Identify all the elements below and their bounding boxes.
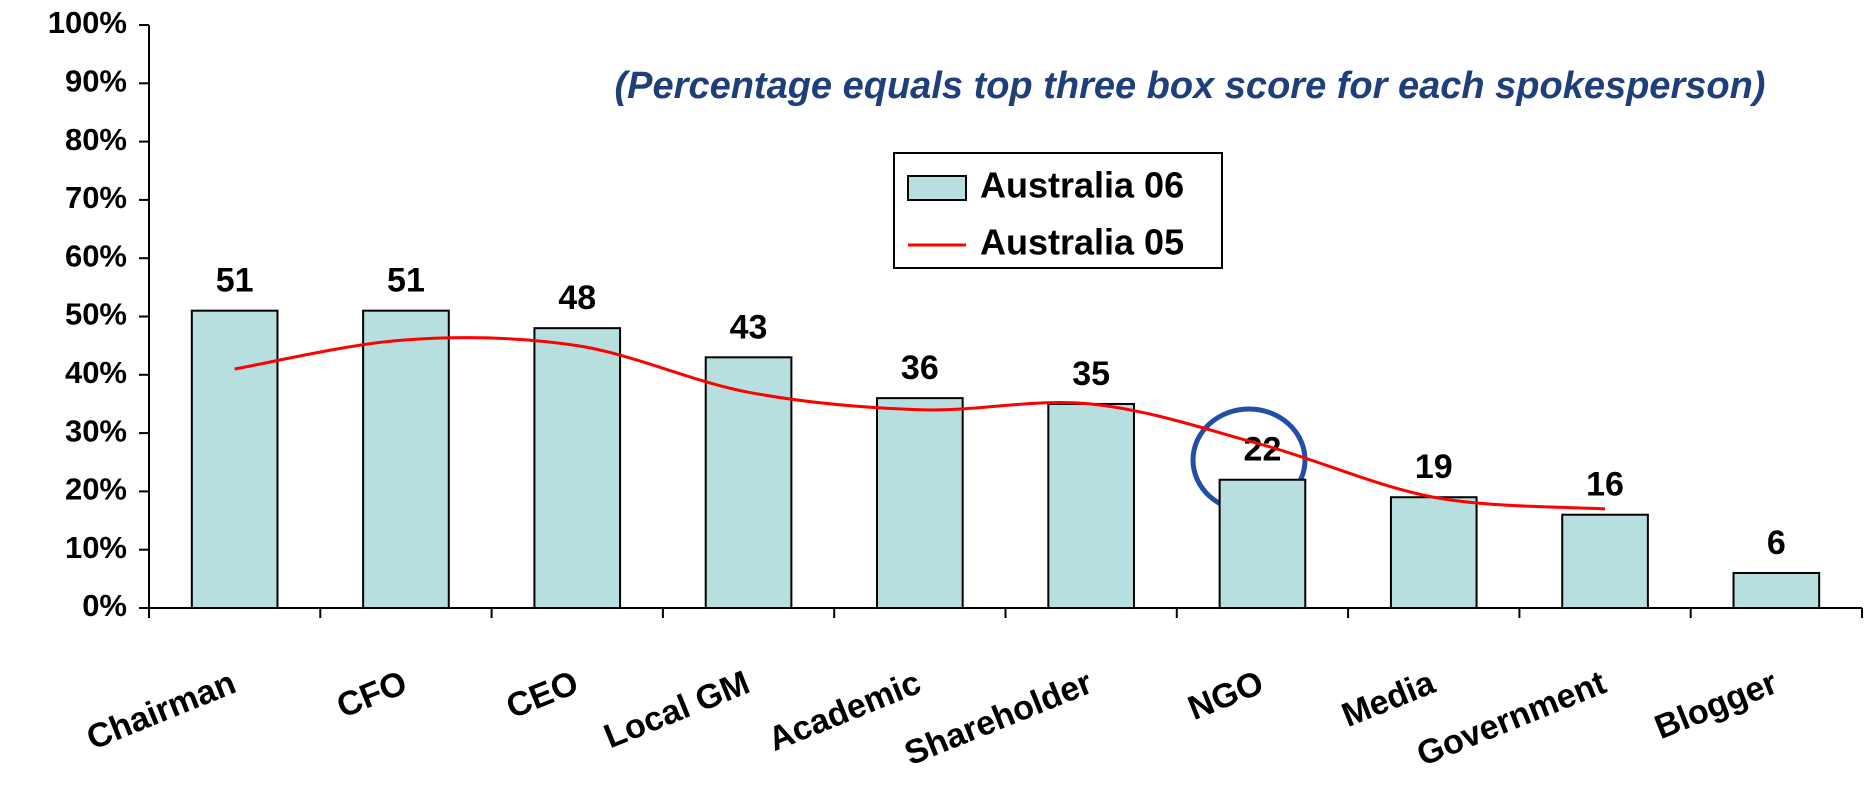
x-tick-label: CEO (501, 664, 584, 727)
annotation: (Percentage equals top three box score f… (615, 65, 1766, 107)
bar (1561, 513, 1649, 609)
value-label: 35 (1072, 355, 1110, 393)
x-tick-label: CFO (332, 664, 413, 726)
value-label: 51 (216, 262, 254, 300)
x-tick-label: Chairman (81, 664, 241, 758)
y-tick-label: 30% (65, 413, 127, 448)
value-label: 43 (730, 308, 768, 346)
y-tick-label: 20% (65, 472, 127, 507)
y-tick-label: 90% (65, 63, 127, 98)
value-label: 19 (1415, 448, 1453, 486)
y-tick-label: 40% (65, 355, 127, 390)
bar (1389, 496, 1478, 610)
bar (362, 309, 450, 609)
bar (190, 309, 279, 609)
x-tick-label: NGO (1183, 664, 1269, 728)
bar (704, 356, 793, 609)
bar (876, 397, 964, 609)
x-tick-label: Media (1337, 663, 1442, 735)
value-label: 51 (387, 262, 425, 300)
legend-box (893, 152, 1223, 269)
value-label: 16 (1586, 466, 1624, 504)
y-tick-label: 50% (65, 297, 127, 332)
legend-swatch (907, 175, 967, 201)
bar (1218, 478, 1307, 609)
value-label: 6 (1767, 524, 1786, 562)
bar (1047, 402, 1135, 610)
bar (1732, 572, 1821, 610)
legend-label: Australia 05 (980, 222, 1184, 263)
x-tick-label: Local GM (599, 664, 755, 757)
bar (533, 327, 622, 609)
y-tick-label: 100% (48, 5, 127, 40)
y-tick-label: 60% (65, 238, 127, 273)
value-label: 36 (901, 349, 939, 387)
x-tick-label: Shareholder (899, 664, 1097, 774)
x-tick-label: Blogger (1649, 664, 1782, 747)
y-tick-label: 80% (65, 122, 127, 157)
y-tick-label: 10% (65, 530, 127, 565)
y-tick-label: 0% (82, 588, 127, 623)
line (234, 336, 1606, 511)
y-tick-label: 70% (65, 180, 127, 215)
x-tick-label: Government (1411, 664, 1611, 774)
legend-label: Australia 06 (980, 165, 1184, 206)
value-label: 48 (558, 279, 596, 317)
